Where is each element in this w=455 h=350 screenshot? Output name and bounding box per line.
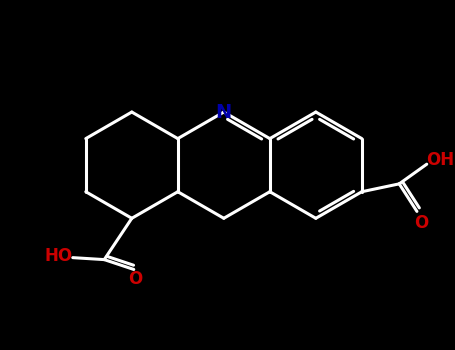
Text: O: O xyxy=(129,270,143,288)
Text: OH: OH xyxy=(426,151,455,169)
Text: O: O xyxy=(414,214,428,232)
Text: N: N xyxy=(216,103,232,121)
Text: HO: HO xyxy=(45,247,73,265)
